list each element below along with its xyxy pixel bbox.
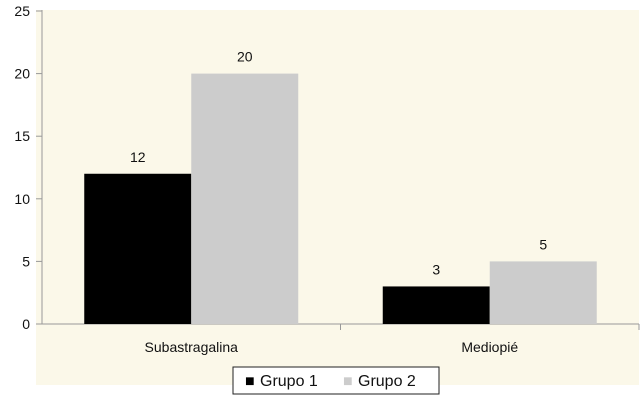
bars-group: 12 20 3 5	[84, 49, 597, 324]
bar-grupo-1-subastragalina	[84, 173, 192, 324]
y-axis-ticks: 0 5 10 15 20 25	[14, 3, 42, 332]
legend-label: Grupo 1	[260, 373, 318, 390]
data-label: 5	[539, 236, 547, 252]
y-tick-label: 5	[22, 253, 30, 269]
legend-label: Grupo 2	[358, 373, 416, 390]
legend-box	[232, 366, 440, 395]
y-tick-label: 25	[14, 3, 30, 19]
bar-grupo-2-subastragalina	[191, 73, 299, 324]
y-tick-label: 10	[14, 191, 30, 207]
legend-marker: ■	[343, 373, 353, 390]
y-tick-label: 20	[14, 66, 30, 82]
category-label: Mediopié	[461, 339, 518, 355]
legend: ■ Grupo 1 ■ Grupo 2	[232, 366, 440, 395]
category-labels: Subastragalina Mediopié	[145, 324, 640, 355]
bar-grupo-2-mediopié	[489, 261, 597, 324]
category-label: Subastragalina	[145, 339, 239, 355]
data-label: 20	[237, 49, 253, 65]
legend-marker: ■	[245, 373, 255, 390]
y-tick-label: 0	[22, 316, 30, 332]
data-label: 12	[130, 149, 146, 165]
y-tick-label: 15	[14, 128, 30, 144]
bar-grupo-1-mediopié	[382, 286, 490, 324]
data-label: 3	[432, 261, 440, 277]
